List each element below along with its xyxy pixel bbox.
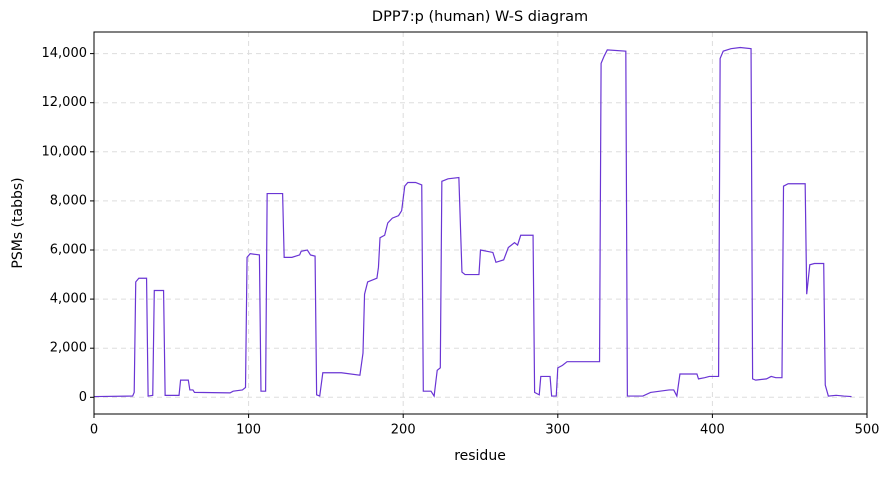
y-tick-label: 10,000 [42,144,88,159]
x-tick-label: 0 [90,423,98,438]
x-tick-label: 400 [700,423,725,438]
x-axis-label: residue [454,448,506,464]
y-tick-label: 14,000 [42,46,88,61]
chart-title: DPP7:p (human) W-S diagram [372,9,588,25]
y-tick-label: 12,000 [42,95,88,110]
x-tick-label: 200 [391,423,416,438]
y-tick-label: 2,000 [50,341,87,356]
y-tick-label: 4,000 [50,292,87,307]
x-tick-label: 100 [236,423,261,438]
plot-frame [93,31,868,415]
data-line [93,46,852,399]
y-tick-label: 8,000 [50,193,87,208]
x-tick-label: 500 [855,423,880,438]
y-axis-label: PSMs (tabbs) [10,177,26,268]
x-tick-label: 300 [545,423,570,438]
y-tick-label: 0 [79,390,87,405]
y-tick-label: 6,000 [50,243,87,258]
